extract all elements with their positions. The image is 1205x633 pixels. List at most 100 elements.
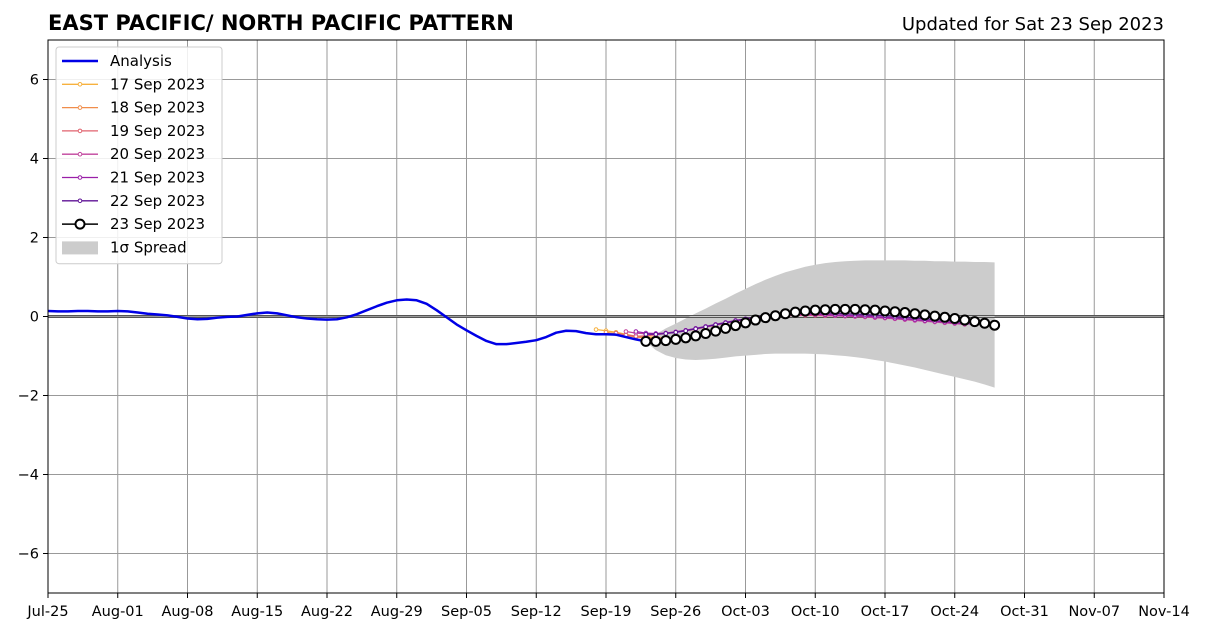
point-forecast-6-16 (799, 305, 811, 317)
x-tick-label-10: Oct-03 (721, 604, 770, 620)
point-forecast-6-12 (759, 312, 771, 324)
x-tick-label-6: Sep-05 (441, 604, 492, 620)
legend-label-4: 20 Sep 2023 (110, 145, 205, 163)
y-axis-ticks: −6 −4 −2 0 2 4 6 (18, 73, 48, 563)
x-tick-label-8: Sep-19 (580, 604, 631, 620)
legend-marker-6 (77, 198, 83, 204)
point-forecast-6-22 (859, 304, 871, 316)
x-tick-label-15: Nov-07 (1068, 604, 1120, 620)
point-forecast-6-35 (989, 319, 1001, 331)
point-forecast-6-15 (789, 306, 801, 318)
legend-label-6: 22 Sep 2023 (110, 192, 205, 210)
point-forecast-6-17 (809, 304, 821, 316)
point-forecast-5-0 (643, 331, 649, 337)
point-forecast-6-28 (919, 309, 931, 321)
point-forecast-6-0 (640, 335, 652, 347)
point-forecast-6-34 (979, 317, 991, 329)
legend-label-5: 21 Sep 2023 (110, 169, 205, 187)
y-tick-label-2: −2 (18, 389, 39, 405)
point-forecast-6-5 (690, 330, 702, 342)
point-forecast-6-23 (869, 304, 881, 316)
x-tick-label-1: Aug-01 (92, 604, 144, 620)
series-analysis-line (47, 298, 647, 346)
x-tick-label-11: Oct-10 (791, 604, 840, 620)
x-tick-label-5: Aug-29 (371, 604, 423, 620)
point-forecast-6-26 (899, 307, 911, 319)
legend-marker-4 (77, 151, 83, 157)
x-tick-label-9: Sep-26 (650, 604, 701, 620)
point-forecast-6-13 (769, 310, 781, 322)
point-forecast-6-24 (879, 305, 891, 317)
x-axis-ticks: Jul-25 Aug-01 Aug-08 Aug-15 Aug-22 Aug-29 Sep-… (26, 593, 1190, 620)
x-tick-label-14: Oct-31 (1000, 604, 1049, 620)
point-forecast-5-5 (693, 326, 698, 332)
legend-label-7: 23 Sep 2023 (110, 215, 205, 233)
legend-marker-1 (77, 82, 83, 87)
x-tick-label-2: Aug-08 (162, 604, 214, 620)
y-tick-label-1: −4 (18, 468, 39, 484)
legend-label-3: 19 Sep 2023 (110, 122, 205, 140)
point-forecast-6-30 (939, 311, 951, 323)
point-forecast-5-4 (683, 328, 689, 334)
point-forecast-5-2 (663, 331, 669, 336)
point-forecast-6-27 (909, 308, 921, 320)
legend-item-7: 23 Sep 2023 (62, 215, 205, 233)
point-forecast-6-3 (670, 333, 682, 345)
point-forecast-6-29 (929, 310, 941, 322)
point-forecast-6-4 (680, 332, 692, 344)
legend-marker-5 (77, 175, 83, 180)
point-forecast-5-3 (673, 330, 679, 335)
y-tick-label-4: 2 (30, 231, 39, 247)
series-lines (47, 298, 1001, 347)
legend-label-0: Analysis (110, 52, 172, 70)
point-forecast-6-19 (829, 303, 841, 315)
point-forecast-6-33 (969, 316, 981, 328)
legend-marker-7 (74, 218, 86, 230)
point-forecast-6-18 (819, 304, 831, 316)
x-tick-label-16: Nov-14 (1138, 604, 1190, 620)
legend-item-5: 21 Sep 2023 (62, 169, 205, 187)
legend-item-8: 1σ Spread (62, 238, 187, 256)
point-forecast-3-0 (623, 329, 629, 334)
legend-label-1: 17 Sep 2023 (110, 75, 205, 93)
legend-label-2: 18 Sep 2023 (110, 99, 205, 117)
point-forecast-6-9 (730, 320, 742, 332)
y-tick-label-3: 0 (30, 310, 39, 326)
x-tick-label-13: Oct-24 (930, 604, 979, 620)
legend-item-1: 17 Sep 2023 (62, 75, 205, 93)
legend-item-4: 20 Sep 2023 (62, 145, 205, 163)
legend-marker-3 (77, 128, 83, 134)
legend-item-0: Analysis (62, 52, 172, 70)
legend: Analysis 17 Sep 2023 18 Sep 2023 19 Sep 202… (55, 46, 223, 265)
series-forecast-6 (640, 303, 1001, 347)
y-tick-label-5: 4 (30, 152, 39, 168)
point-forecast-6-8 (720, 322, 732, 334)
point-forecast-6-32 (959, 314, 971, 326)
legend-marker-2 (77, 105, 83, 110)
chart-subtitle: Updated for Sat 23 Sep 2023 (902, 14, 1164, 35)
legend-item-3: 19 Sep 2023 (62, 122, 205, 140)
point-forecast-6-20 (839, 303, 851, 315)
point-forecast-6-21 (849, 303, 861, 315)
legend-label-8: 1σ Spread (110, 238, 187, 256)
chart-title: EAST PACIFIC/ NORTH PACIFIC PATTERN (48, 11, 514, 35)
point-forecast-6-1 (650, 335, 662, 347)
point-forecast-6-11 (749, 314, 761, 326)
point-forecast-0-0 (593, 327, 599, 332)
legend-item-6: 22 Sep 2023 (62, 192, 205, 210)
x-tick-label-7: Sep-12 (511, 604, 562, 620)
y-tick-label-6: 6 (30, 73, 39, 89)
x-tick-label-3: Aug-15 (231, 604, 283, 620)
point-forecast-6-6 (700, 327, 712, 339)
point-forecast-6-14 (779, 308, 791, 320)
spread-band (645, 260, 995, 388)
point-forecast-5-1 (653, 331, 659, 337)
point-forecast-6-25 (889, 306, 901, 318)
legend-item-2: 18 Sep 2023 (62, 99, 205, 117)
point-forecast-4-0 (633, 329, 639, 334)
point-forecast-6-2 (660, 335, 672, 347)
point-forecast-6-31 (949, 312, 961, 324)
legend-swatch-8 (62, 241, 98, 255)
x-tick-label-4: Aug-22 (301, 604, 353, 620)
